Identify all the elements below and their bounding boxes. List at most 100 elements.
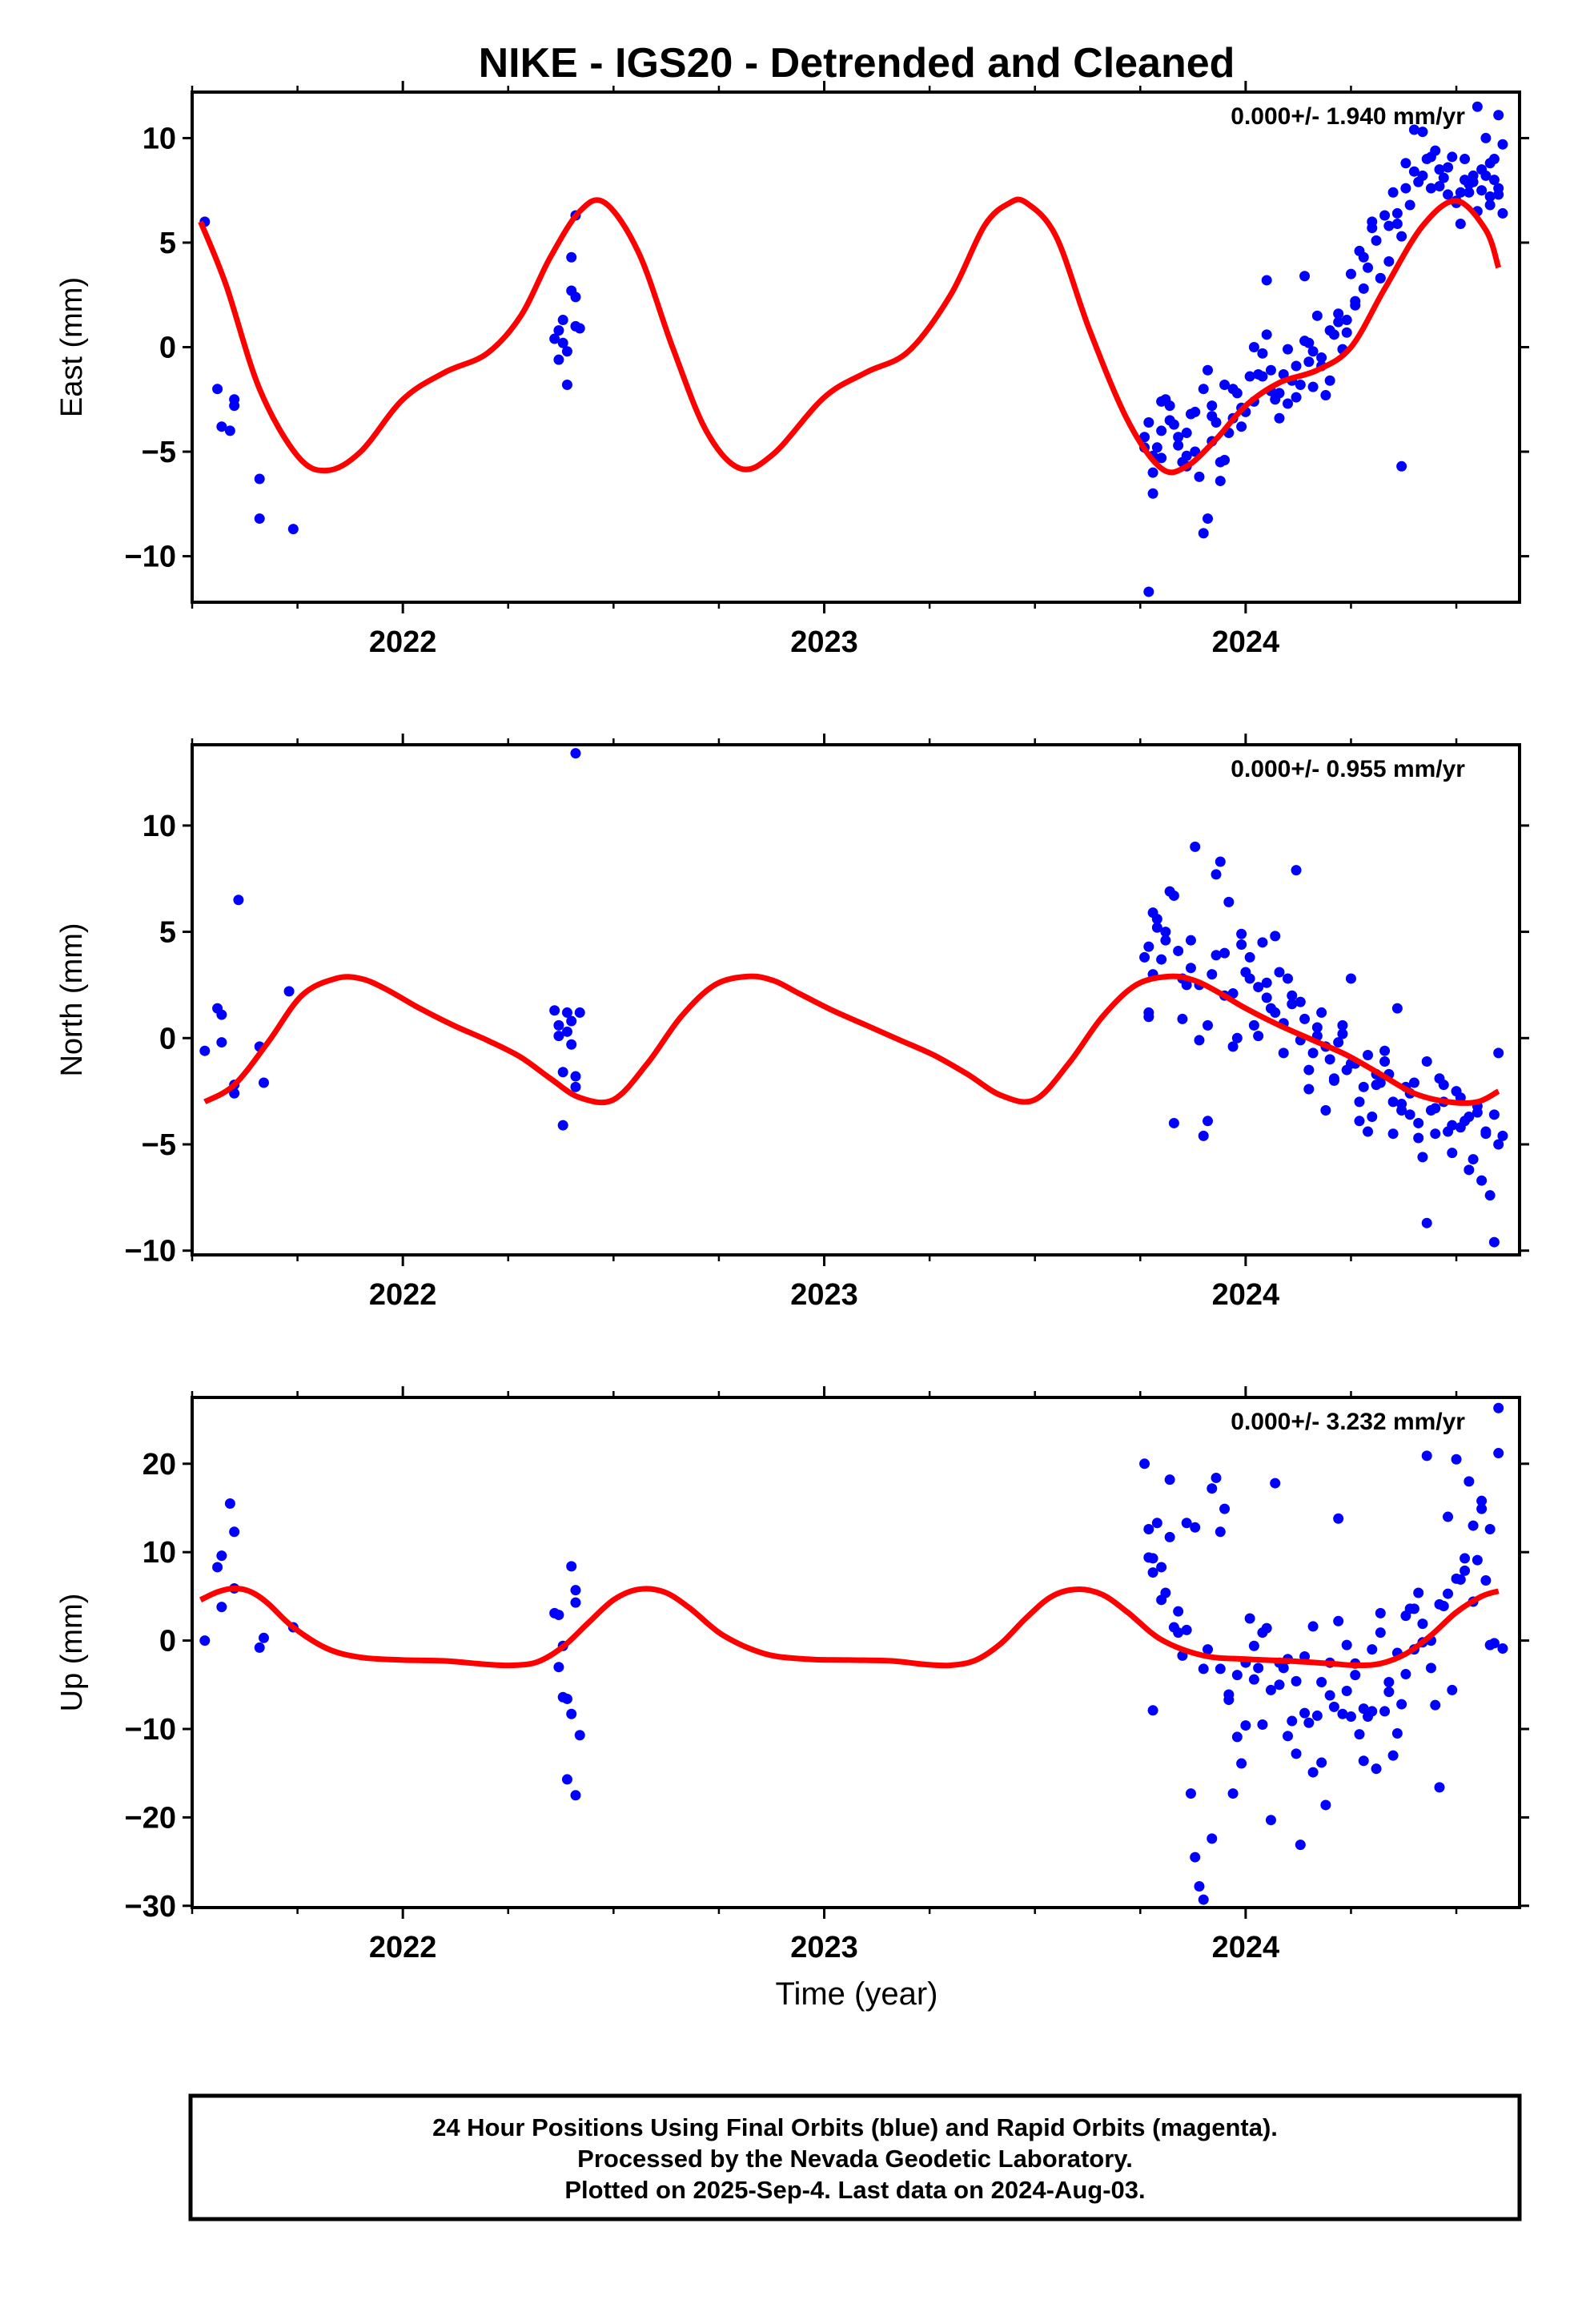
east-data-point	[1345, 268, 1356, 279]
north-data-point	[1408, 1077, 1419, 1088]
up-data-point	[1139, 1458, 1150, 1470]
north-fit-curve	[203, 973, 1500, 1106]
up-data-point	[553, 1662, 564, 1673]
north-x-tick-label: 2024	[1212, 1278, 1280, 1312]
north-data-point	[1324, 1054, 1335, 1065]
east-data-point	[1278, 368, 1289, 380]
east-data-point	[1447, 151, 1458, 163]
footer-line-2: Processed by the Nevada Geodetic Laborat…	[577, 2145, 1133, 2173]
east-data-point	[1358, 251, 1369, 263]
east-data-point	[1324, 375, 1335, 386]
up-y-tick-label: −10	[125, 1713, 176, 1747]
up-data-point	[1375, 1627, 1386, 1638]
east-data-point	[1497, 207, 1508, 219]
up-data-point	[1270, 1478, 1281, 1489]
north-panel: −10 −5 0 5 10 2022 2023 2024 North (mm) 0.000+/- …	[55, 734, 1529, 1312]
north-data-point	[1447, 1148, 1458, 1159]
east-x-tick-label: 2022	[369, 625, 437, 659]
east-data-point	[1396, 231, 1407, 242]
up-data-point	[1484, 1639, 1496, 1651]
up-data-point	[570, 1597, 581, 1608]
north-rate-label: 0.000+/- 0.955 mm/yr	[1231, 756, 1465, 782]
up-data-point	[1236, 1758, 1247, 1769]
east-data-point	[1480, 132, 1492, 143]
east-data-point	[1156, 452, 1167, 464]
up-data-point	[1190, 1522, 1201, 1533]
up-y-tick-label: 10	[143, 1536, 176, 1570]
up-data-point	[1358, 1703, 1369, 1715]
east-data-point	[254, 513, 265, 525]
north-data-point	[1488, 1236, 1500, 1248]
up-data-point	[1274, 1679, 1285, 1691]
up-data-point	[1257, 1627, 1268, 1638]
east-data-point	[1143, 586, 1154, 597]
north-data-point	[1261, 992, 1272, 1003]
up-data-point	[1484, 1523, 1496, 1534]
north-data-point	[1160, 935, 1171, 946]
up-data-point	[1345, 1711, 1356, 1723]
up-data-point	[1421, 1450, 1432, 1462]
east-data-point	[1417, 170, 1428, 181]
north-data-point	[1203, 1019, 1214, 1031]
east-data-point	[1476, 164, 1488, 175]
east-data-point	[1198, 384, 1209, 395]
up-data-point	[1147, 1553, 1158, 1564]
up-data-point	[1333, 1615, 1344, 1626]
north-data-point	[566, 1039, 577, 1050]
up-data-point	[1316, 1757, 1327, 1768]
north-data-point	[1328, 1073, 1339, 1084]
north-data-point	[1211, 869, 1222, 880]
up-panel: −30 −20 −10 0 10 20 2022 2023 2024 Up (mm) 0.000+/…	[55, 1386, 1529, 1964]
up-data-point	[1198, 1663, 1209, 1675]
up-data-point	[1190, 1852, 1201, 1863]
up-data-point	[1231, 1670, 1243, 1681]
east-data-point	[1283, 398, 1294, 409]
up-data-point	[1476, 1495, 1488, 1506]
north-data-point	[1173, 945, 1184, 956]
north-data-point	[1337, 1028, 1348, 1039]
up-data-point	[1413, 1587, 1424, 1598]
north-data-point	[1488, 1109, 1500, 1120]
east-data-point	[1404, 199, 1415, 211]
up-data-points	[199, 1402, 1508, 1905]
east-data-point	[287, 524, 299, 535]
north-data-point	[561, 1026, 572, 1037]
north-data-point	[1270, 1007, 1281, 1018]
up-data-point	[1354, 1729, 1365, 1740]
east-data-point	[1164, 415, 1175, 426]
east-data-point	[549, 333, 560, 344]
north-data-point	[553, 1019, 564, 1031]
north-data-point	[566, 1015, 577, 1027]
up-data-point	[1307, 1621, 1319, 1632]
east-data-point	[1190, 406, 1201, 417]
north-data-point	[1177, 1013, 1188, 1024]
up-data-point	[1383, 1676, 1395, 1687]
up-y-tick-label: 20	[143, 1448, 176, 1482]
north-data-point	[1307, 1047, 1319, 1059]
east-data-point	[1333, 316, 1344, 328]
north-data-point	[1194, 1035, 1205, 1046]
north-data-point	[1493, 1139, 1504, 1150]
east-data-point	[1295, 379, 1306, 390]
up-data-point	[1181, 1518, 1192, 1529]
north-y-tick-label: 0	[159, 1022, 176, 1055]
east-data-point	[1274, 388, 1285, 399]
north-data-point	[199, 1045, 211, 1056]
east-data-point	[1493, 183, 1504, 194]
east-data-point	[1443, 189, 1454, 200]
north-data-point	[1371, 1080, 1382, 1091]
north-data-point	[1299, 1013, 1311, 1024]
east-data-point	[1468, 176, 1479, 187]
north-data-point	[1468, 1154, 1479, 1165]
north-data-point	[1236, 939, 1247, 950]
east-fit-curve	[198, 196, 1502, 476]
east-data-point	[1493, 110, 1504, 121]
north-data-point	[1231, 1032, 1243, 1043]
north-data-point	[1215, 856, 1226, 867]
up-data-point	[1283, 1731, 1294, 1742]
up-data-point	[1164, 1531, 1175, 1542]
up-data-point	[258, 1632, 269, 1643]
up-data-point	[1156, 1562, 1167, 1573]
east-data-points	[199, 101, 1508, 597]
